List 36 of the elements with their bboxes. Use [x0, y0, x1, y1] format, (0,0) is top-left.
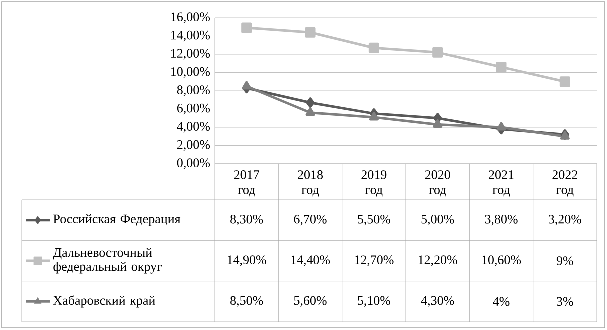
data-label: 5,50%	[358, 215, 391, 226]
x-tick-label: 2018 год	[298, 170, 324, 197]
data-label: 6,70%	[294, 215, 327, 226]
data-label: 5,00%	[422, 215, 454, 226]
data-label: 12,20%	[418, 256, 458, 266]
data-label: 4,30%	[421, 296, 454, 307]
data-label: 4%	[493, 297, 510, 306]
legend-label: Дальневосточный федеральный округ	[53, 248, 162, 274]
x-tick-label: 2022 год	[552, 170, 578, 197]
x-tick-label: 2020 год	[425, 170, 450, 197]
y-tick-label: 0,00%	[177, 158, 210, 170]
data-label: 10,60%	[482, 256, 522, 266]
x-tick-label: 2021 год	[489, 170, 514, 197]
data-label: 14,90%	[228, 256, 266, 266]
y-tick-label: 12,00%	[172, 49, 210, 60]
data-label: 5,60%	[294, 296, 327, 307]
x-tick-label: 2017 год	[234, 170, 260, 197]
y-tick-label: 16,00%	[172, 12, 210, 24]
data-label: 5,10%	[358, 296, 391, 307]
data-label: 3,80%	[485, 215, 518, 226]
data-label: 8,50%	[230, 296, 264, 307]
data-label: 3%	[557, 297, 574, 306]
data-label: 12,70%	[355, 256, 394, 266]
y-tick-label: 14,00%	[172, 30, 210, 42]
data-label: 14,40%	[292, 256, 330, 266]
y-tick-label: 6,00%	[177, 104, 210, 115]
legend-label: Российская Федерация	[54, 214, 181, 226]
x-tick-label: 2019 год	[362, 170, 387, 197]
data-label: 9%	[556, 256, 574, 266]
y-tick-label: 8,00%	[177, 86, 210, 96]
y-tick-label: 4,00%	[177, 122, 210, 133]
data-label: 3,20%	[549, 215, 582, 226]
data-label: 8,30%	[230, 215, 264, 226]
y-tick-label: 10,00%	[172, 67, 210, 78]
y-tick-label: 2,00%	[177, 140, 210, 152]
legend-label: Хабаровский край	[53, 296, 156, 308]
